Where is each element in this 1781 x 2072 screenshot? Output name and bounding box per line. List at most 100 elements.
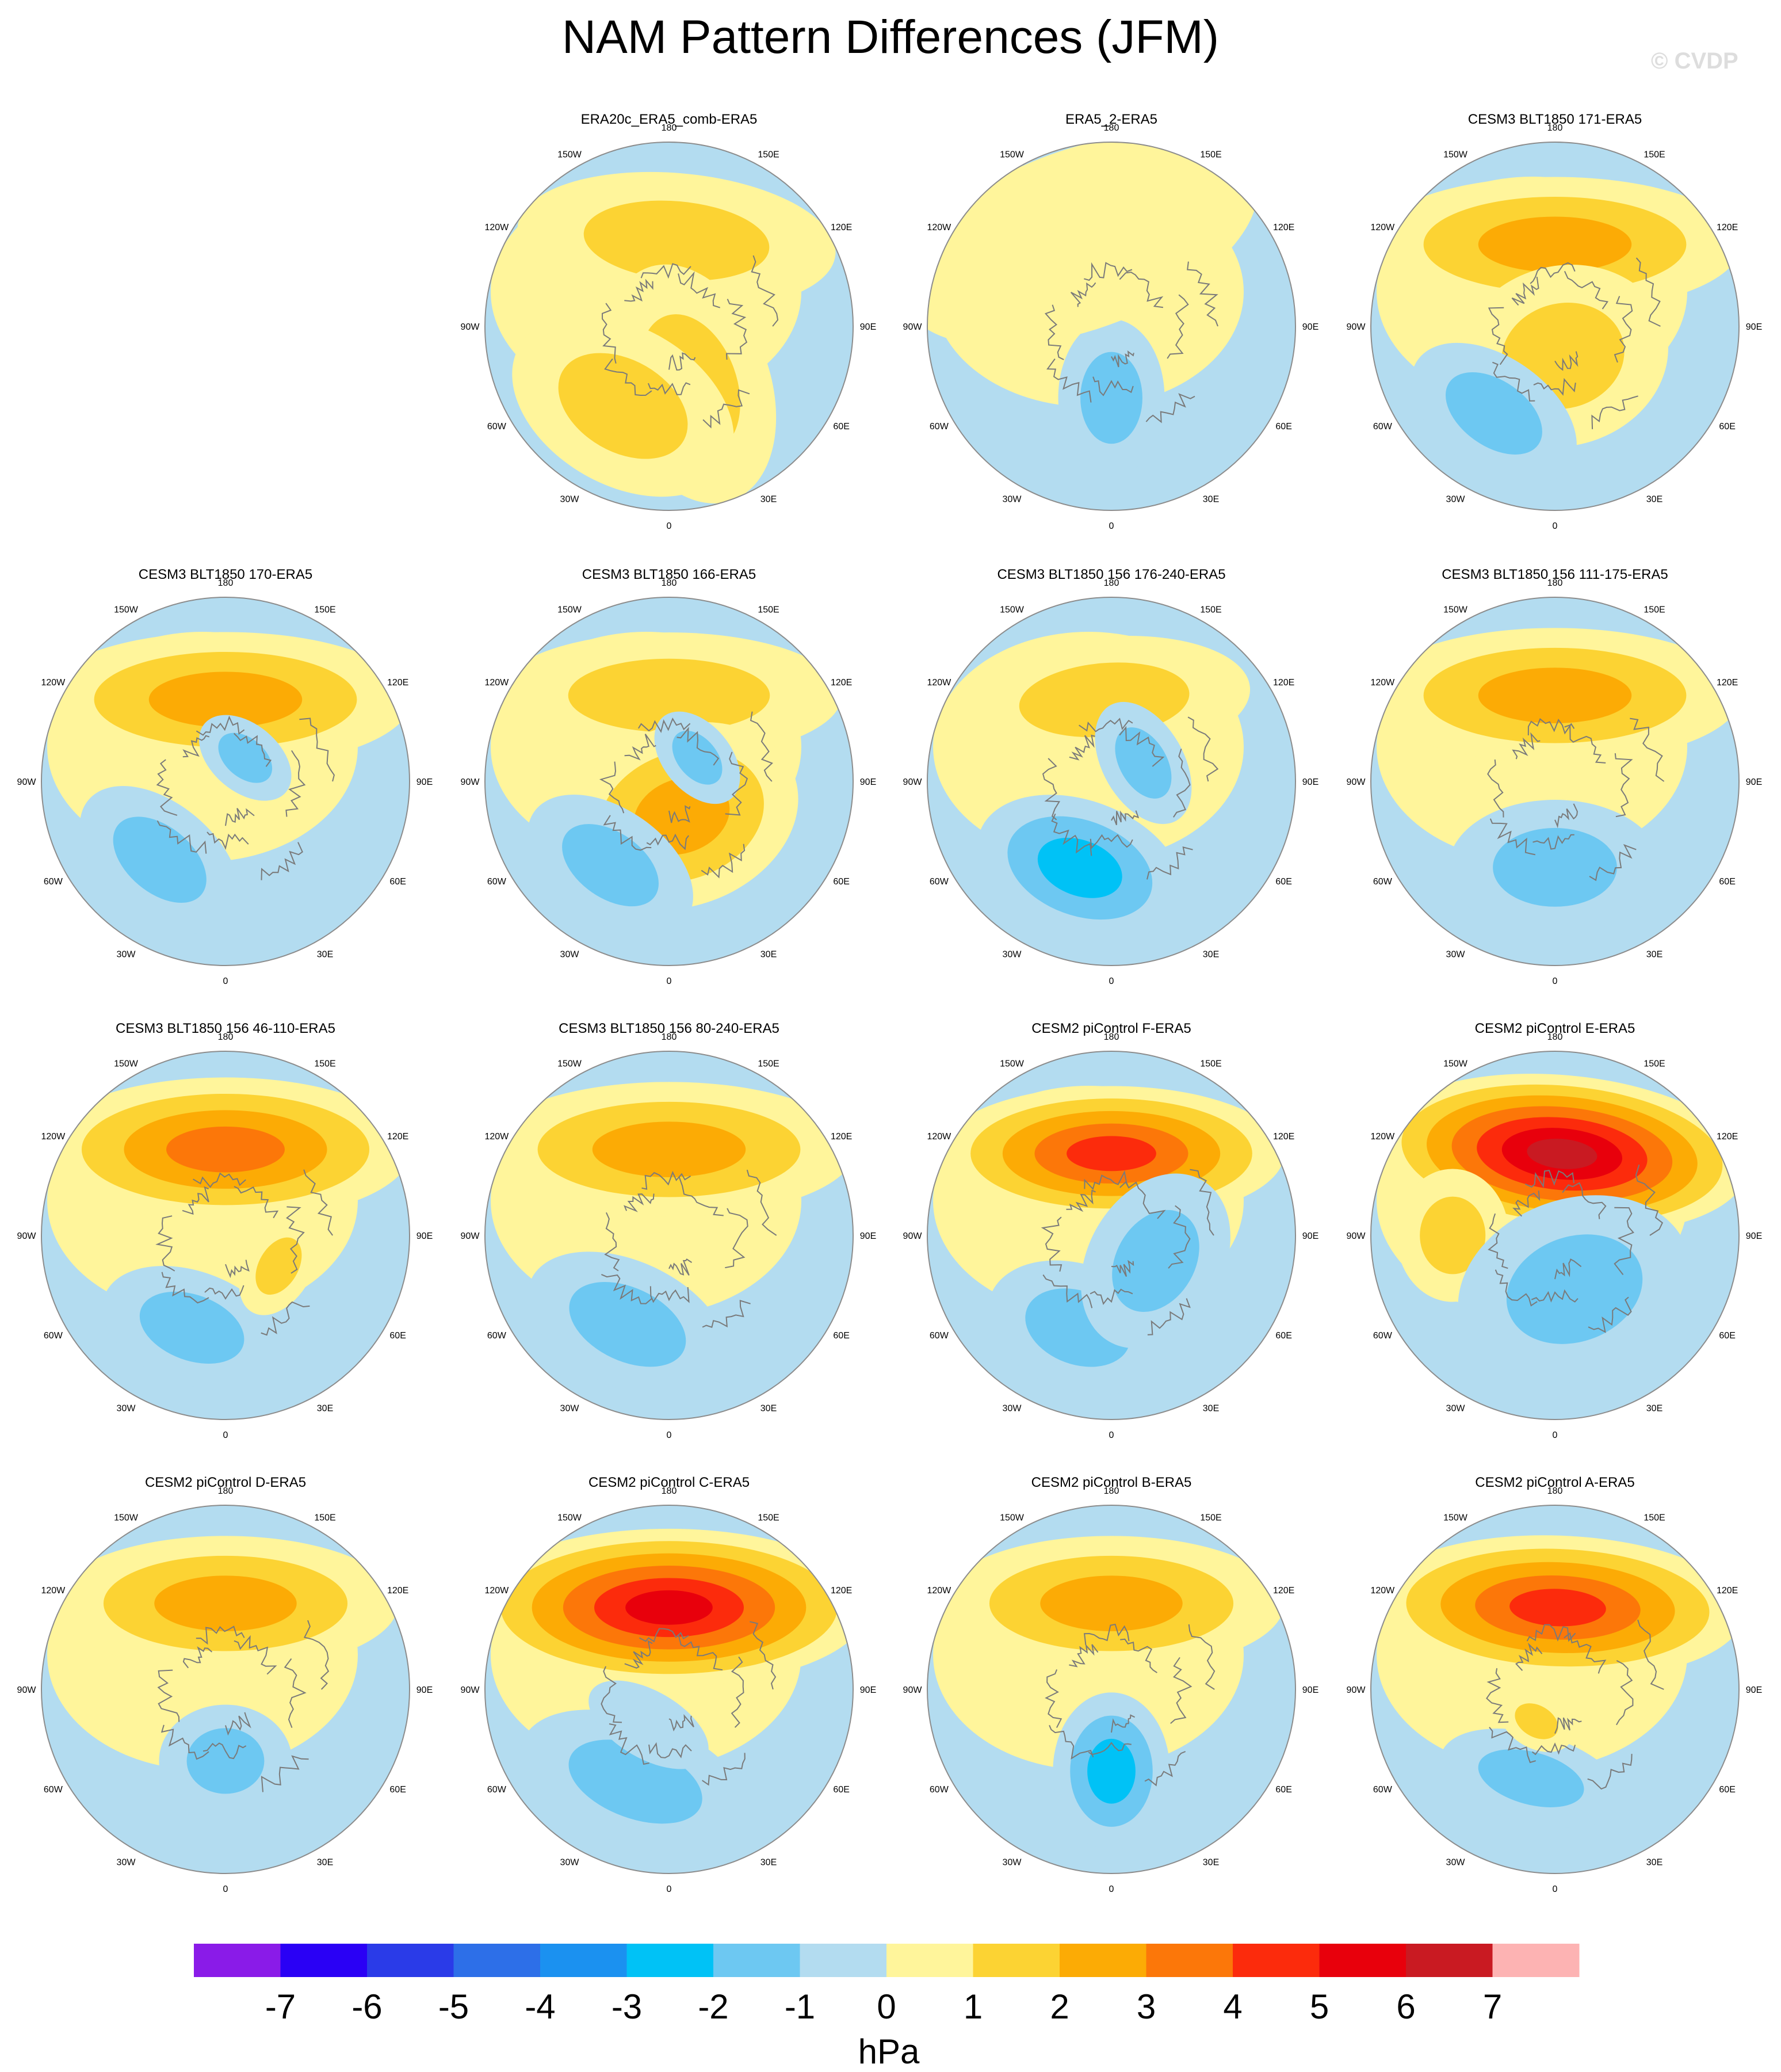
anomaly-contour bbox=[1115, 727, 1172, 799]
anomaly-contour bbox=[255, 1237, 302, 1295]
longitude-label: 90W bbox=[1347, 777, 1366, 787]
longitude-label: 120E bbox=[1717, 678, 1738, 688]
anomaly-contour bbox=[1493, 827, 1617, 907]
anomaly-contour bbox=[1478, 667, 1632, 723]
anomaly-contour bbox=[113, 816, 207, 903]
longitude-label: 60E bbox=[1275, 1331, 1291, 1341]
longitude-label: 90W bbox=[461, 1231, 480, 1241]
longitude-label: 150W bbox=[114, 1513, 139, 1522]
anomaly-contour bbox=[1112, 1209, 1199, 1312]
longitude-label: 0 bbox=[1553, 1884, 1558, 1894]
anomaly-contour bbox=[218, 732, 273, 783]
longitude-label: 150E bbox=[758, 605, 779, 615]
colorbar-swatch bbox=[1406, 1944, 1493, 1977]
panel-title: ERA20c_ERA5_comb-ERA5 bbox=[581, 112, 758, 127]
panel-title: CESM2 piControl E-ERA5 bbox=[1475, 1021, 1635, 1036]
map-border bbox=[1370, 1051, 1740, 1420]
longitude-label: 60E bbox=[1275, 877, 1291, 887]
longitude-label: 0 bbox=[1109, 1884, 1114, 1894]
longitude-label: 90E bbox=[416, 777, 433, 787]
anomaly-contour bbox=[1509, 1589, 1606, 1627]
longitude-label: 60W bbox=[930, 877, 949, 887]
longitude-label: 120W bbox=[1370, 678, 1395, 688]
longitude-label: 120E bbox=[1717, 1586, 1738, 1596]
anomaly-contour bbox=[1527, 1138, 1597, 1169]
anomaly-contour bbox=[562, 824, 659, 907]
longitude-label: 60E bbox=[833, 1785, 849, 1795]
anomaly-contour bbox=[583, 200, 770, 281]
longitude-label: 90W bbox=[903, 1231, 923, 1241]
longitude-label: 30W bbox=[560, 1404, 580, 1414]
longitude-label: 60E bbox=[833, 1331, 849, 1341]
map-border bbox=[927, 597, 1296, 966]
colorbar-unit-label: hPa bbox=[858, 2032, 920, 2071]
coastline bbox=[601, 1169, 777, 1328]
longitude-label: 60W bbox=[487, 877, 507, 887]
map-border bbox=[484, 142, 854, 511]
longitude-label: 150W bbox=[1000, 1513, 1025, 1522]
colorbar-swatch bbox=[194, 1944, 281, 1977]
longitude-label: 90E bbox=[1302, 322, 1318, 332]
longitude-label: 90W bbox=[1347, 322, 1366, 332]
longitude-label: 30W bbox=[117, 1404, 136, 1414]
anomaly-contour bbox=[1420, 1196, 1486, 1275]
longitude-label: 30E bbox=[317, 1404, 333, 1414]
longitude-label: 60W bbox=[930, 422, 949, 432]
longitude-label: 90W bbox=[903, 1685, 923, 1695]
longitude-label: 30W bbox=[117, 950, 136, 960]
coastline bbox=[1045, 1623, 1216, 1787]
panel-title: CESM3 BLT1850 170-ERA5 bbox=[139, 567, 312, 582]
colorbar-tick-label: -6 bbox=[351, 1987, 382, 2026]
coastline bbox=[1487, 718, 1665, 882]
anomaly-contour bbox=[1080, 352, 1142, 444]
longitude-label: 30W bbox=[117, 1858, 136, 1868]
map-border bbox=[484, 1505, 854, 1874]
longitude-label: 180 bbox=[662, 578, 677, 588]
colorbar-swatch bbox=[886, 1944, 973, 1977]
coastline bbox=[601, 1621, 777, 1786]
longitude-label: 150E bbox=[758, 1513, 779, 1522]
longitude-label: 180 bbox=[662, 1486, 677, 1496]
longitude-label: 150W bbox=[114, 605, 139, 615]
longitude-label: 150W bbox=[114, 1059, 139, 1069]
longitude-label: 150E bbox=[758, 150, 779, 159]
colorbar-tick-label: 0 bbox=[877, 1987, 896, 2026]
colorbar-swatch bbox=[1060, 1944, 1146, 1977]
longitude-label: 150W bbox=[1000, 605, 1025, 615]
anomaly-contour bbox=[588, 1680, 709, 1769]
longitude-label: 150W bbox=[557, 1513, 582, 1522]
longitude-label: 90W bbox=[17, 1685, 37, 1695]
colorbar-swatch bbox=[540, 1944, 627, 1977]
longitude-label: 0 bbox=[1553, 521, 1558, 531]
coastline bbox=[155, 1169, 334, 1336]
map-border bbox=[927, 1505, 1296, 1874]
colorbar-tick-label: -4 bbox=[525, 1987, 555, 2026]
map-border bbox=[1370, 597, 1740, 966]
longitude-label: 180 bbox=[218, 1032, 234, 1042]
longitude-label: 120E bbox=[387, 1586, 408, 1596]
longitude-label: 150E bbox=[1200, 1059, 1221, 1069]
colorbar-swatch bbox=[1146, 1944, 1233, 1977]
coastline bbox=[1488, 1164, 1664, 1333]
longitude-label: 30E bbox=[1646, 495, 1662, 505]
anomaly-contour bbox=[154, 1575, 297, 1631]
panel-title: CESM3 BLT1850 156 46-110-ERA5 bbox=[116, 1021, 335, 1036]
longitude-label: 90E bbox=[860, 322, 876, 332]
colorbar-tick-label: 5 bbox=[1310, 1987, 1329, 2026]
colorbar-swatch bbox=[453, 1944, 541, 1977]
longitude-label: 60E bbox=[1719, 422, 1735, 432]
panel-title: CESM3 BLT1850 156 80-240-ERA5 bbox=[559, 1021, 779, 1036]
colorbar-swatch bbox=[973, 1944, 1060, 1977]
anomaly-contour bbox=[1478, 216, 1632, 273]
colorbar-swatch bbox=[1492, 1944, 1580, 1977]
longitude-label: 150W bbox=[1443, 150, 1468, 159]
colorbar-swatch bbox=[626, 1944, 714, 1977]
map-border bbox=[927, 142, 1296, 511]
longitude-label: 120E bbox=[1273, 678, 1294, 688]
colorbar-tick-label: 6 bbox=[1396, 1987, 1415, 2026]
longitude-label: 90E bbox=[860, 1685, 876, 1695]
panel-title: CESM2 piControl C-ERA5 bbox=[588, 1475, 750, 1490]
